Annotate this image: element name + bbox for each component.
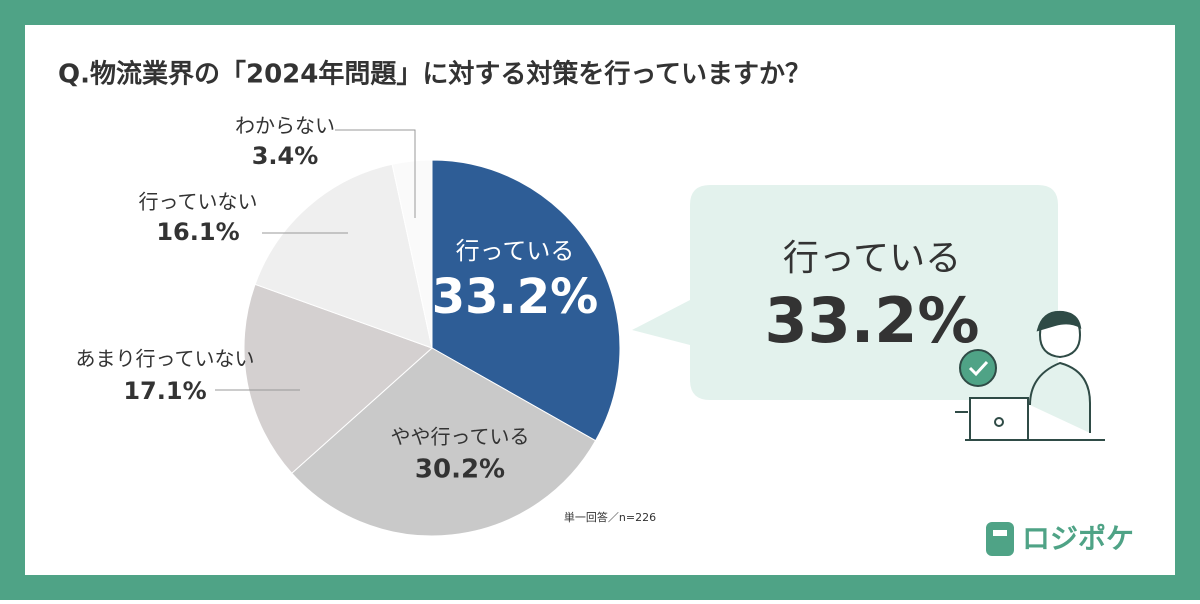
brand-icon-detail <box>993 530 1007 536</box>
pie-slice <box>391 159 433 349</box>
brand-icon <box>986 522 1014 556</box>
pie-slice <box>254 163 433 349</box>
pie-slice <box>431 159 621 442</box>
slice-value-label: 30.2% <box>415 455 505 485</box>
slice-label: 行っていない <box>139 190 258 214</box>
slice-label: あまり行っていない <box>76 347 255 371</box>
callout-bubble <box>632 185 1058 400</box>
chart-title: Q.物流業界の「2024年問題」に対する対策を行っていますか？ <box>58 59 811 90</box>
slice-label: やや行っている <box>391 425 530 449</box>
slice-value-label: 33.2% <box>432 269 599 325</box>
slice-value-label: 3.4% <box>252 142 319 170</box>
leader-line <box>335 129 416 218</box>
slice-value-label: 17.1% <box>123 377 206 405</box>
slice-value-label: 16.1% <box>156 218 239 246</box>
pie <box>243 159 621 537</box>
brand: ロジポケ <box>1022 522 1134 555</box>
illustration <box>955 310 1105 441</box>
pie-slice <box>291 347 597 537</box>
callout-value: 33.2% <box>764 284 979 357</box>
slice-label: わからない <box>235 114 335 138</box>
slice-label: 行っている <box>456 237 575 265</box>
note: 単一回答／n=226 <box>564 510 656 524</box>
callout-label: 行っている <box>783 238 961 279</box>
